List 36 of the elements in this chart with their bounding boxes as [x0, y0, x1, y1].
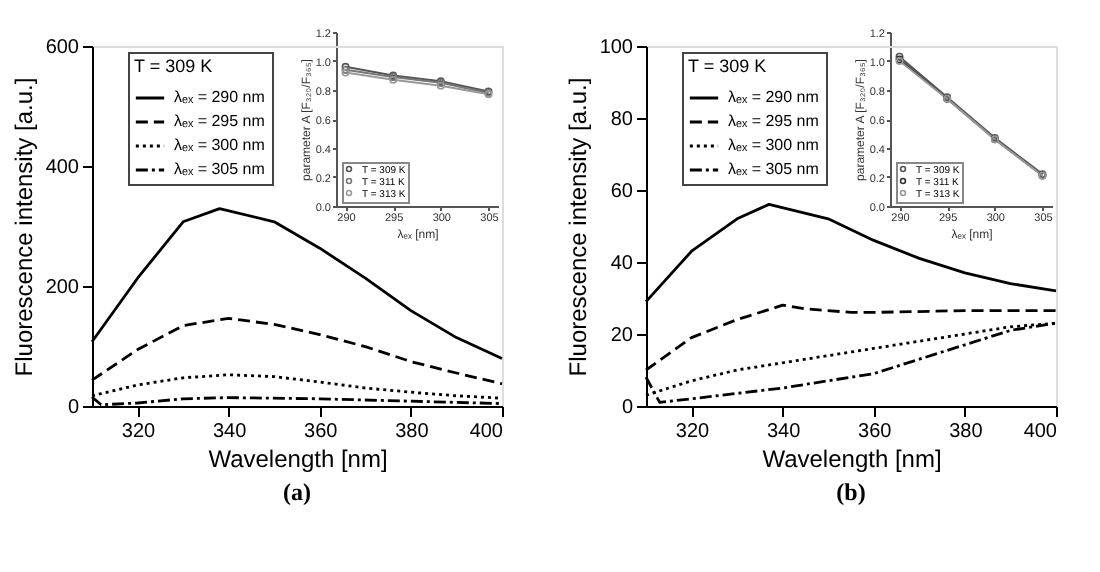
x-tick-label: 340 — [212, 421, 248, 443]
y-tick-label: 60 — [610, 181, 634, 203]
x-tick-label: 340 — [766, 421, 802, 443]
y-tick-label: 400 — [45, 157, 80, 179]
x-tick-label: 400 — [469, 421, 504, 443]
x-axis-title: Wavelength [nm] — [208, 445, 388, 473]
x-tick-label: 380 — [395, 421, 430, 443]
y-tick-label: 0 — [621, 397, 634, 419]
y-tick-label: 200 — [45, 277, 80, 299]
y-axis-title: Fluorescence intensity [a.u.] — [9, 77, 38, 377]
legend-label: λₑₓ = 290 nm — [174, 88, 266, 106]
legend-label: λₑₓ = 300 nm — [728, 136, 820, 154]
legend-label: λₑₓ = 295 nm — [728, 112, 820, 130]
y-tick-label: 600 — [45, 37, 80, 59]
y-tick-label: 0 — [67, 397, 80, 419]
y-tick-label: 100 — [599, 37, 634, 59]
x-tick-label: 380 — [949, 421, 984, 443]
y-tick-label: 80 — [610, 109, 634, 131]
x-tick-label: 360 — [304, 421, 339, 443]
legend-title: T = 309 K — [688, 56, 767, 76]
legend-title: T = 309 K — [134, 56, 213, 76]
y-axis-title: Fluorescence intensity [a.u.] — [563, 77, 592, 377]
legend-label: λₑₓ = 290 nm — [728, 88, 820, 106]
x-tick-label: 320 — [675, 421, 711, 443]
legend-label: λₑₓ = 300 nm — [174, 136, 266, 154]
x-axis-title: Wavelength [nm] — [762, 445, 942, 473]
y-tick-label: 40 — [610, 253, 634, 275]
y-tick-label: 20 — [610, 325, 634, 347]
text: (b) — [836, 478, 866, 506]
x-tick-label: 360 — [858, 421, 893, 443]
x-tick-label: 320 — [121, 421, 157, 443]
text: (a) — [283, 478, 311, 506]
x-tick-label: 400 — [1023, 421, 1058, 443]
legend-label: λₑₓ = 295 nm — [174, 112, 266, 130]
legend-label: λₑₓ = 305 nm — [728, 160, 820, 178]
legend-label: λₑₓ = 305 nm — [174, 160, 266, 178]
